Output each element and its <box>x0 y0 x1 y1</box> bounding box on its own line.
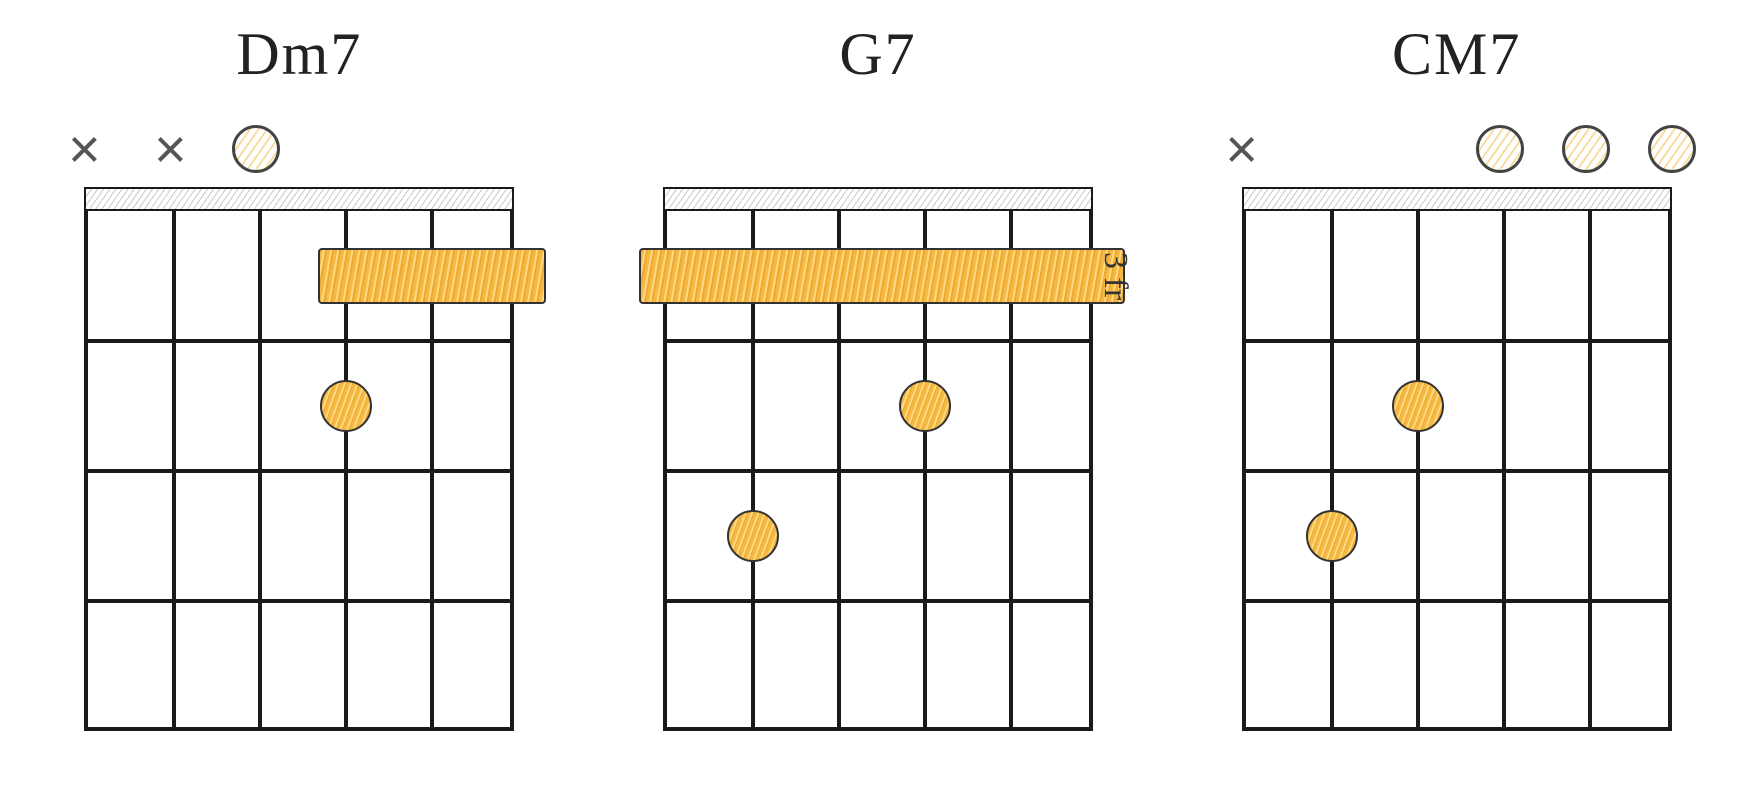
chord-dm7: Dm7 ×× <box>84 20 514 731</box>
string-line <box>1588 211 1592 727</box>
chord-g7: G7 3 fr <box>663 20 1093 731</box>
fretboard <box>84 211 514 731</box>
chord-cm7: CM7 × <box>1242 20 1672 731</box>
string-line <box>1416 211 1420 727</box>
chord-diagram: 3 fr <box>663 119 1093 731</box>
finger-dot <box>727 510 779 562</box>
fret-line <box>667 339 1089 343</box>
open-mute-row <box>663 119 1093 179</box>
fret-line <box>1246 339 1668 343</box>
open-string-marker <box>1476 125 1524 173</box>
nut <box>663 187 1093 211</box>
string-line <box>1502 211 1506 727</box>
finger-dot <box>1392 380 1444 432</box>
fret-position-label: 3 fr <box>1096 252 1134 300</box>
fretboard <box>663 211 1093 731</box>
fret-line <box>88 469 510 473</box>
chord-title: Dm7 <box>236 20 362 89</box>
chord-chart-container: Dm7××G73 frCM7× <box>0 0 1756 751</box>
finger-dot <box>1306 510 1358 562</box>
mute-marker: × <box>68 121 101 177</box>
nut <box>84 187 514 211</box>
open-string-marker <box>1648 125 1696 173</box>
chord-title: G7 <box>839 20 916 89</box>
string-line <box>1330 211 1334 727</box>
open-mute-row: × <box>1242 119 1672 179</box>
fret-line <box>88 599 510 603</box>
open-string-marker <box>1562 125 1610 173</box>
chord-diagram: ×× <box>84 119 514 731</box>
barre <box>639 248 1125 304</box>
fret-line <box>1246 599 1668 603</box>
mute-marker: × <box>1225 121 1258 177</box>
fret-line <box>1246 469 1668 473</box>
nut <box>1242 187 1672 211</box>
fretboard <box>1242 211 1672 731</box>
open-string-marker <box>232 125 280 173</box>
chord-title: CM7 <box>1392 20 1521 89</box>
chord-diagram: × <box>1242 119 1672 731</box>
mute-marker: × <box>154 121 187 177</box>
finger-dot <box>899 380 951 432</box>
finger-dot <box>320 380 372 432</box>
string-line <box>258 211 262 727</box>
fret-line <box>667 469 1089 473</box>
open-mute-row: ×× <box>84 119 514 179</box>
string-line <box>172 211 176 727</box>
barre <box>318 248 546 304</box>
fret-line <box>88 339 510 343</box>
fret-line <box>667 599 1089 603</box>
